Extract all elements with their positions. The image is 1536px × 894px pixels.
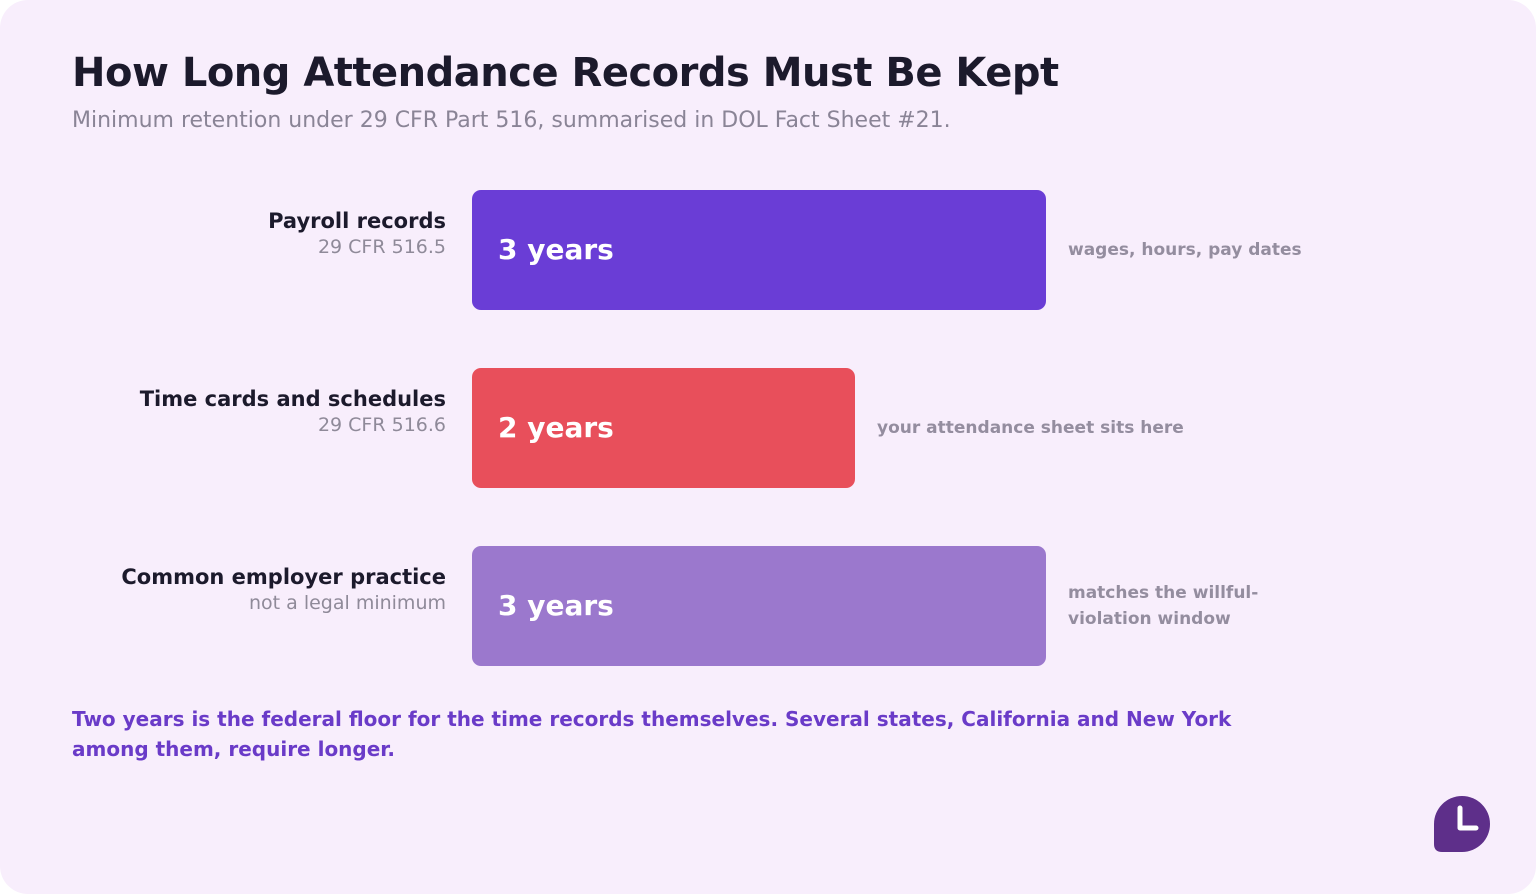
bar-row: Time cards and schedules 29 CFR 516.6 2 ye…: [0, 368, 1536, 488]
bar-annotation: your attendance sheet sits here: [877, 368, 1217, 488]
category-label: Payroll records 29 CFR 516.5: [268, 208, 446, 260]
category-name: Common employer practice: [121, 565, 446, 589]
footnote: Two years is the federal floor for the t…: [72, 707, 1232, 761]
chart-subtitle: Minimum retention under 29 CFR Part 516,…: [72, 108, 951, 133]
category-citation: not a legal minimum: [249, 592, 446, 614]
category-label: Time cards and schedules 29 CFR 516.6: [140, 386, 446, 438]
clock-icon: [1434, 796, 1490, 852]
bar-value-label: 3 years: [498, 589, 614, 622]
bar: [472, 190, 1046, 310]
category-name: Payroll records: [268, 209, 446, 233]
bar-row: Payroll records 29 CFR 516.5 3 years wages,…: [0, 190, 1536, 310]
bar-annotation-text: your attendance sheet sits here: [877, 418, 1184, 438]
bar: [472, 546, 1046, 666]
category-label: Common employer practice not a legal mini…: [121, 564, 446, 616]
bar-annotation-text: matches the willful-violation window: [1068, 583, 1259, 629]
bar-annotation: wages, hours, pay dates: [1068, 190, 1408, 310]
category-citation: 29 CFR 516.5: [317, 236, 446, 258]
chart-title: How Long Attendance Records Must Be Kept: [72, 50, 1059, 96]
category-name: Time cards and schedules: [139, 387, 446, 411]
category-citation: 29 CFR 516.6: [317, 414, 446, 436]
bar-value-label: 2 years: [498, 411, 614, 444]
bar-annotation-text: wages, hours, pay dates: [1068, 240, 1302, 260]
bar-annotation: matches the willful-violation window: [1068, 546, 1278, 666]
bar-row: Common employer practice not a legal mini…: [0, 546, 1536, 666]
bar: [472, 368, 855, 488]
bar-value-label: 3 years: [498, 233, 614, 266]
